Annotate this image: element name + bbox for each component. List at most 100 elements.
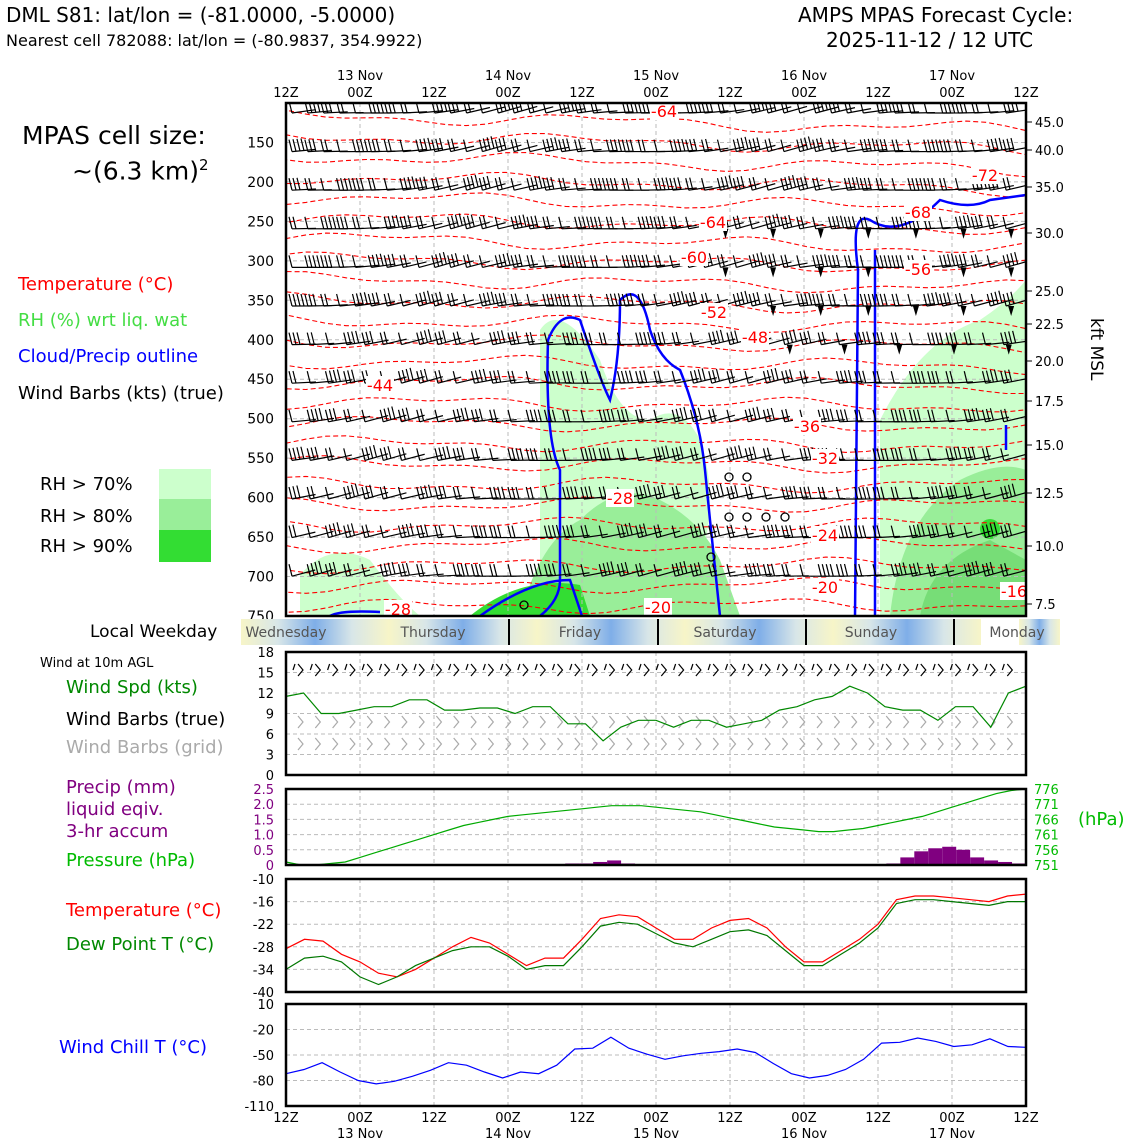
wind-barb bbox=[543, 524, 572, 539]
wind-barb-grid bbox=[695, 715, 702, 751]
wind-barb bbox=[945, 524, 973, 539]
wind-barb-10m bbox=[309, 663, 322, 677]
wind-barb-10m bbox=[828, 663, 841, 677]
wind-barb bbox=[812, 177, 840, 191]
y-tick-label: 15 bbox=[257, 667, 274, 682]
wind-barb-grid bbox=[297, 715, 304, 751]
wind-barb bbox=[689, 562, 718, 577]
bottom-date-label: 13 Nov bbox=[337, 1127, 383, 1140]
wind-barb-grid bbox=[799, 715, 806, 751]
calm-circle bbox=[706, 552, 716, 562]
temperature-contour bbox=[286, 577, 1026, 594]
wind-barb bbox=[416, 408, 444, 423]
hpa-unit-label: (hPa) bbox=[1078, 809, 1125, 830]
wind-barb bbox=[908, 562, 937, 577]
wind-barb bbox=[447, 292, 475, 307]
wind-barb-grid bbox=[418, 715, 425, 751]
y-tick-label: 10 bbox=[257, 998, 274, 1013]
wind-barb-10m bbox=[724, 663, 737, 677]
wind-barb bbox=[525, 332, 554, 346]
wind-barb-grid bbox=[851, 715, 858, 751]
wind-barb bbox=[431, 177, 459, 191]
wind-barb-grid bbox=[539, 715, 546, 751]
temperature-label: Temperature (°C) bbox=[66, 900, 222, 921]
wind-barb-10m bbox=[846, 663, 858, 677]
wind-barb bbox=[827, 138, 856, 153]
wind-barb bbox=[799, 330, 827, 346]
wind-barb-grid bbox=[366, 715, 373, 751]
bottom-hour-label: 12Z bbox=[865, 1111, 891, 1126]
wind-barb bbox=[671, 560, 699, 577]
y-tick-label: 3 bbox=[266, 749, 274, 764]
wind-barb bbox=[616, 408, 645, 423]
nearest-cell: Nearest cell 782088: lat/lon = (-80.9837… bbox=[6, 31, 423, 50]
wind-barb bbox=[835, 409, 864, 423]
y-tick-label: 0 bbox=[266, 859, 274, 874]
precip-bar bbox=[956, 849, 971, 865]
pressure-tick-label: 350 bbox=[247, 293, 274, 309]
wind-barb bbox=[671, 371, 699, 384]
top-hour-label: 00Z bbox=[347, 86, 373, 101]
legend-barbs: Wind Barbs (kts) (true) bbox=[18, 383, 224, 404]
y-tick-label: 2.0 bbox=[253, 798, 274, 813]
rh-region bbox=[470, 583, 590, 616]
temperature-contour bbox=[286, 192, 1026, 217]
top-hour-label: 12Z bbox=[1013, 86, 1039, 101]
wind-barb bbox=[908, 486, 937, 500]
wind-barb-10m bbox=[655, 663, 668, 677]
wind-barb bbox=[324, 369, 353, 384]
kft-tick-label: 30.0 bbox=[1035, 227, 1064, 242]
calm-circle bbox=[724, 512, 734, 522]
temperature-contour bbox=[286, 435, 1026, 453]
wind-barb bbox=[361, 524, 389, 539]
pressure-tick-label: 550 bbox=[247, 451, 274, 467]
wind-barb bbox=[796, 176, 824, 191]
wind-barb bbox=[726, 369, 754, 384]
wind-barb-grid bbox=[954, 715, 962, 751]
wind-barbs-grid-label: Wind Barbs (grid) bbox=[66, 737, 224, 758]
kft-tick-label: 15.0 bbox=[1035, 439, 1064, 454]
wind-barb bbox=[470, 447, 499, 461]
y-tick-label: 0 bbox=[266, 769, 274, 784]
wind-barb bbox=[908, 523, 937, 539]
temperature-contour bbox=[286, 109, 1026, 133]
top-hour-label: 00Z bbox=[791, 86, 817, 101]
legend-rh: RH (%) wrt liq. wat bbox=[18, 310, 188, 331]
wind-barb bbox=[890, 525, 919, 539]
bottom-hour-label: 00Z bbox=[347, 1111, 373, 1126]
bottom-hour-label: 00Z bbox=[939, 1111, 965, 1126]
wind-barb-grid bbox=[885, 715, 892, 751]
wind-barb bbox=[981, 486, 1009, 500]
wind-barb bbox=[397, 367, 425, 384]
wind-barb-10m bbox=[327, 663, 339, 677]
wind-barb bbox=[605, 216, 634, 230]
wind-barb-grid bbox=[660, 715, 668, 751]
bottom-date-label: 14 Nov bbox=[485, 1127, 531, 1140]
precip-bar bbox=[984, 860, 999, 865]
wind-barb bbox=[796, 136, 824, 153]
wind-barb bbox=[689, 486, 717, 500]
y-tick-label: -20 bbox=[253, 1024, 274, 1039]
wind-barb bbox=[616, 447, 645, 461]
wind-barb bbox=[416, 524, 444, 539]
wind-barb bbox=[872, 370, 901, 384]
y2-tick-label: 756 bbox=[1034, 844, 1059, 859]
wind-barb bbox=[434, 409, 462, 423]
wind-barb-10m bbox=[949, 663, 962, 677]
cycle-title: AMPS MPAS Forecast Cycle: bbox=[798, 3, 1074, 27]
calm-circle bbox=[724, 472, 734, 482]
wind-barb bbox=[963, 371, 992, 384]
wind-barb bbox=[689, 407, 717, 423]
temperature-contour-label: -32 bbox=[812, 449, 838, 468]
wind-barb bbox=[288, 485, 316, 500]
wind-barb bbox=[580, 447, 608, 461]
y-tick-label: 6 bbox=[266, 728, 274, 743]
wind-barb bbox=[507, 331, 535, 346]
wind-barb bbox=[835, 370, 864, 384]
wind-barb bbox=[708, 448, 736, 461]
wind-speed-line bbox=[285, 685, 1027, 742]
wind-barb bbox=[621, 254, 650, 268]
wind-barb bbox=[954, 292, 983, 316]
wind-barb bbox=[434, 446, 462, 461]
pressure-tick-label: 700 bbox=[247, 570, 274, 586]
